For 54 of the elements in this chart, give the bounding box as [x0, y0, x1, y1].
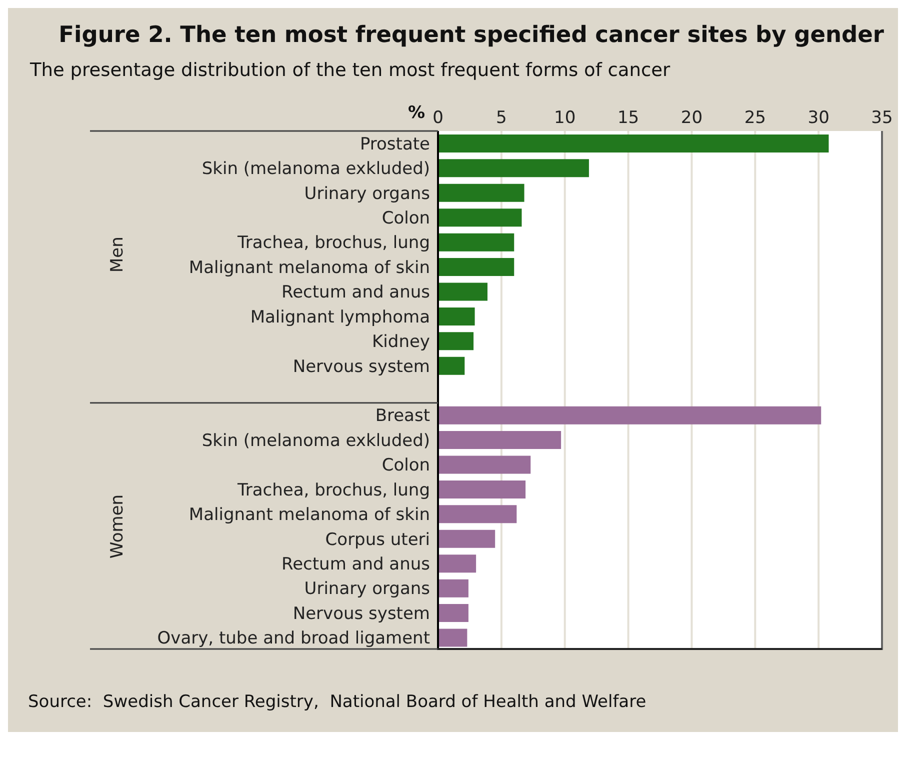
bar — [438, 282, 488, 301]
bar — [438, 208, 522, 227]
bar — [438, 332, 474, 350]
x-tick-label: 25 — [744, 108, 766, 128]
bar — [438, 480, 526, 498]
y-tick-label: Malignant melanoma of skin — [188, 505, 430, 526]
text: Women — [108, 494, 128, 558]
bar — [438, 579, 468, 598]
y-tick-label: Corpus uteri — [325, 530, 430, 550]
y-tick-label: Breast — [375, 406, 430, 426]
y-tick-label: Trachea, brochus, lung — [236, 233, 430, 254]
y-tick-label: Prostate — [360, 134, 430, 154]
bar — [438, 406, 822, 424]
x-tick-label: 20 — [680, 108, 703, 128]
y-tick-label: Urinary organs — [304, 579, 430, 600]
y-tick-label: Nervous system — [292, 356, 430, 377]
bar — [438, 356, 465, 375]
bar — [438, 628, 468, 647]
y-tick-label: Ovary, tube and broad ligament — [157, 628, 430, 649]
bar — [438, 530, 496, 548]
bar — [438, 134, 829, 152]
bar — [438, 307, 475, 326]
x-tick-label: 10 — [554, 108, 576, 128]
x-tick-label: 0 — [432, 108, 444, 128]
y-tick-label: Urinary organs — [304, 184, 430, 204]
bar — [438, 233, 514, 252]
bar — [438, 159, 589, 178]
x-tick-label: 35 — [871, 108, 893, 128]
source-note: Source: Swedish Cancer Registry, National Board of Health and Welfare — [28, 692, 648, 712]
x-tick-label: 5 — [496, 108, 507, 128]
bar — [438, 505, 517, 524]
y-tick-label: Nervous system — [292, 604, 430, 624]
x-tick-label: 30 — [808, 108, 830, 128]
y-tick-label: Kidney — [372, 332, 430, 352]
y-tick-label: Trachea, brochus, lung — [236, 480, 430, 500]
y-tick-label: Malignant melanoma of skin — [188, 258, 430, 278]
bar — [438, 554, 476, 573]
bar — [438, 604, 468, 622]
chart-subtitle: The presentage distribution of the ten most frequent forms of cancer — [29, 60, 672, 81]
y-tick-label: Rectum and anus — [282, 282, 430, 303]
y-tick-label: Colon — [382, 456, 430, 476]
bar — [438, 184, 524, 202]
bar — [438, 258, 514, 276]
x-axis-title: % — [408, 103, 426, 123]
y-tick-label: Malignant lymphoma — [250, 307, 430, 328]
y-tick-label: Rectum and anus — [282, 554, 430, 575]
chart-title: Figure 2. The ten most frequent specified cancer sites by gender — [58, 22, 885, 48]
text: Men — [108, 236, 128, 273]
y-tick-label: Colon — [382, 208, 430, 229]
y-tick-label: Skin (melanoma exkluded) — [202, 430, 430, 451]
y-tick-label: Skin (melanoma exkluded) — [202, 159, 430, 180]
bar — [438, 456, 531, 474]
bar — [438, 431, 562, 450]
x-tick-label: 15 — [617, 108, 640, 128]
